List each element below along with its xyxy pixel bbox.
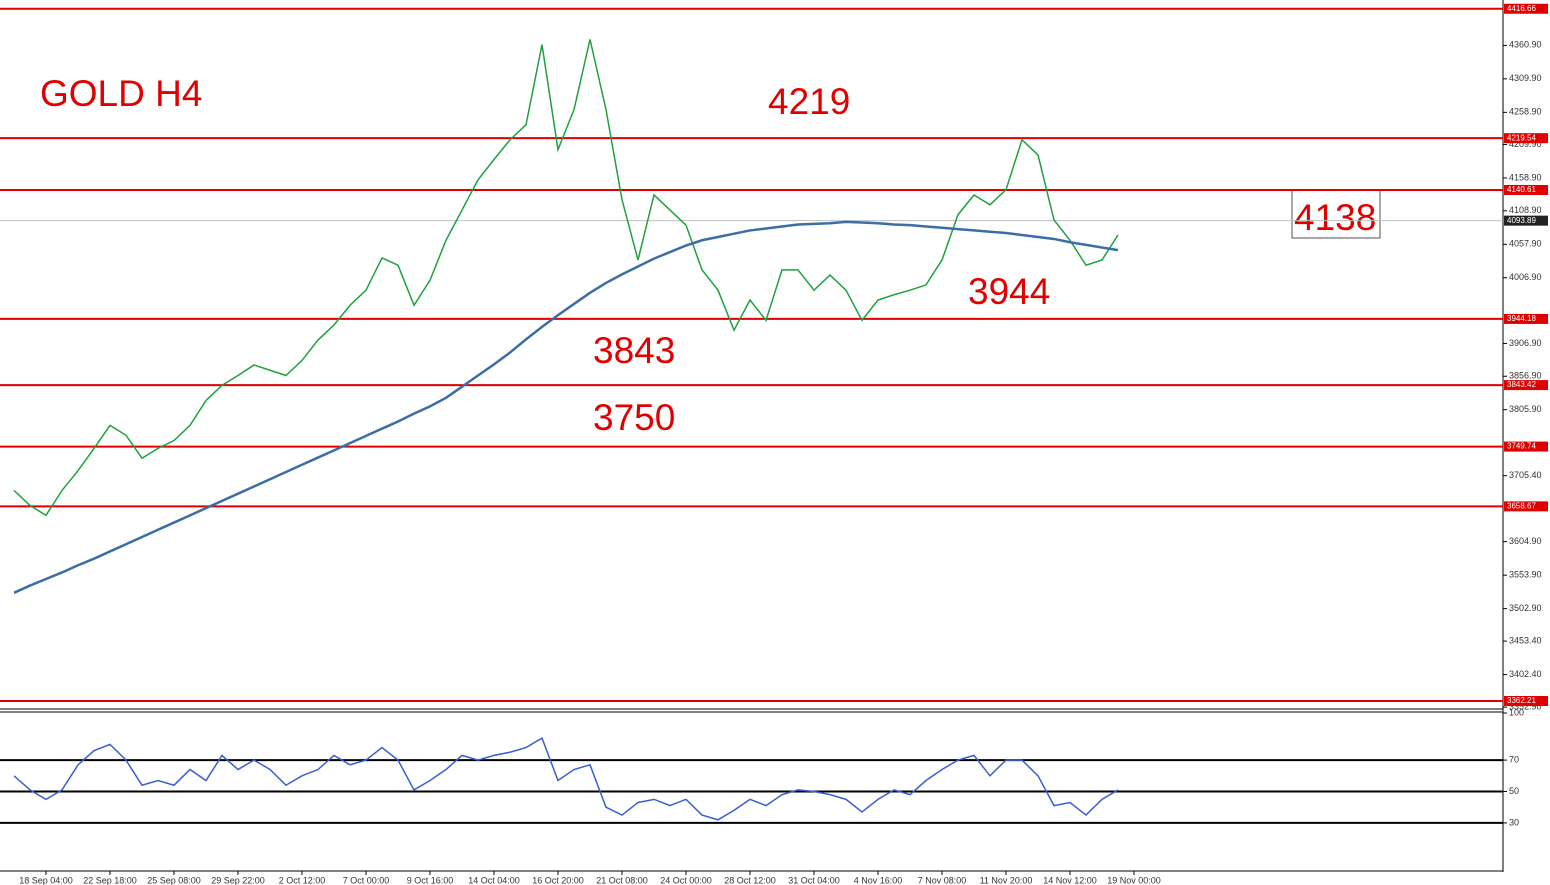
y-tick-label: 3402.40 [1509,669,1542,679]
level-label: 4416.66 [1507,4,1536,13]
y-tick-label: 4108.90 [1509,205,1542,215]
current-price-box [1504,215,1548,226]
x-tick-label: 18 Sep 04:00 [19,875,73,885]
y-tick-label: 4258.90 [1509,107,1542,117]
y-tick-label: 4006.90 [1509,272,1542,282]
annotation: 3944 [968,271,1050,312]
x-tick-label: 22 Sep 18:00 [83,875,137,885]
x-tick-label: 14 Nov 12:00 [1043,875,1097,885]
series-line [13,737,1119,821]
y-tick-label: 4209.90 [1509,139,1542,149]
y-tick-label: 4309.90 [1509,73,1542,83]
series-line [13,220,1119,594]
y-tick-label: 4158.90 [1509,172,1542,182]
level-box [1504,184,1548,195]
y-tick-label: 3352.90 [1509,701,1542,711]
x-tick-label: 7 Oct 00:00 [343,875,390,885]
x-tick-label: 19 Nov 00:00 [1107,875,1161,885]
level-box [1504,3,1548,14]
level-label: 3843.42 [1507,380,1536,389]
annotation: 3750 [593,397,675,438]
x-tick-label: 31 Oct 04:00 [788,875,840,885]
level-label: 3944.18 [1507,314,1536,323]
x-tick-label: 25 Sep 08:00 [147,875,201,885]
x-tick-label: 29 Sep 22:00 [211,875,265,885]
level-box [1504,133,1548,144]
level-box [1504,695,1548,706]
x-tick-label: 7 Nov 08:00 [918,875,967,885]
x-tick-label: 28 Oct 12:00 [724,875,776,885]
x-tick-label: 21 Oct 08:00 [596,875,648,885]
annotation: 3843 [593,330,675,371]
level-box [1504,313,1548,324]
y-tick-label: 3805.90 [1509,404,1542,414]
level-label: 3658.67 [1507,501,1536,510]
y-tick-label: 3604.90 [1509,536,1542,546]
y-tick-label: 30 [1509,817,1519,827]
level-label: 4140.61 [1507,185,1536,194]
y-tick-label: 70 [1509,754,1519,764]
y-tick-label: 100 [1509,707,1524,717]
level-label: 4219.54 [1507,133,1536,142]
level-box [1504,380,1548,391]
y-tick-label: 4360.90 [1509,40,1542,50]
series-line [13,39,1119,517]
x-tick-label: 11 Nov 20:00 [980,875,1033,885]
current-price-label: 4093.89 [1507,216,1536,225]
level-box [1504,501,1548,512]
y-tick-label: 3553.90 [1509,570,1542,580]
level-label: 3749.74 [1507,442,1536,451]
x-tick-label: 24 Oct 00:00 [660,875,712,885]
level-box [1504,441,1548,452]
y-tick-label: 3906.90 [1509,338,1542,348]
y-tick-label: 3453.40 [1509,635,1542,645]
x-tick-label: 4 Nov 16:00 [854,875,903,885]
y-tick-label: 50 [1509,786,1519,796]
chart-title: GOLD H4 [40,73,202,114]
x-tick-label: 14 Oct 04:00 [468,875,520,885]
annotation: 4219 [768,81,850,122]
y-tick-label: 3856.90 [1509,371,1542,381]
x-tick-label: 2 Oct 12:00 [279,875,326,885]
x-tick-label: 9 Oct 16:00 [407,875,454,885]
y-tick-label: 4057.90 [1509,239,1542,249]
annotation: 4138 [1294,197,1376,238]
y-tick-label: 3705.40 [1509,470,1542,480]
y-tick-label: 3502.90 [1509,603,1542,613]
level-label: 3362.21 [1507,696,1536,705]
x-tick-label: 16 Oct 20:00 [532,875,584,885]
